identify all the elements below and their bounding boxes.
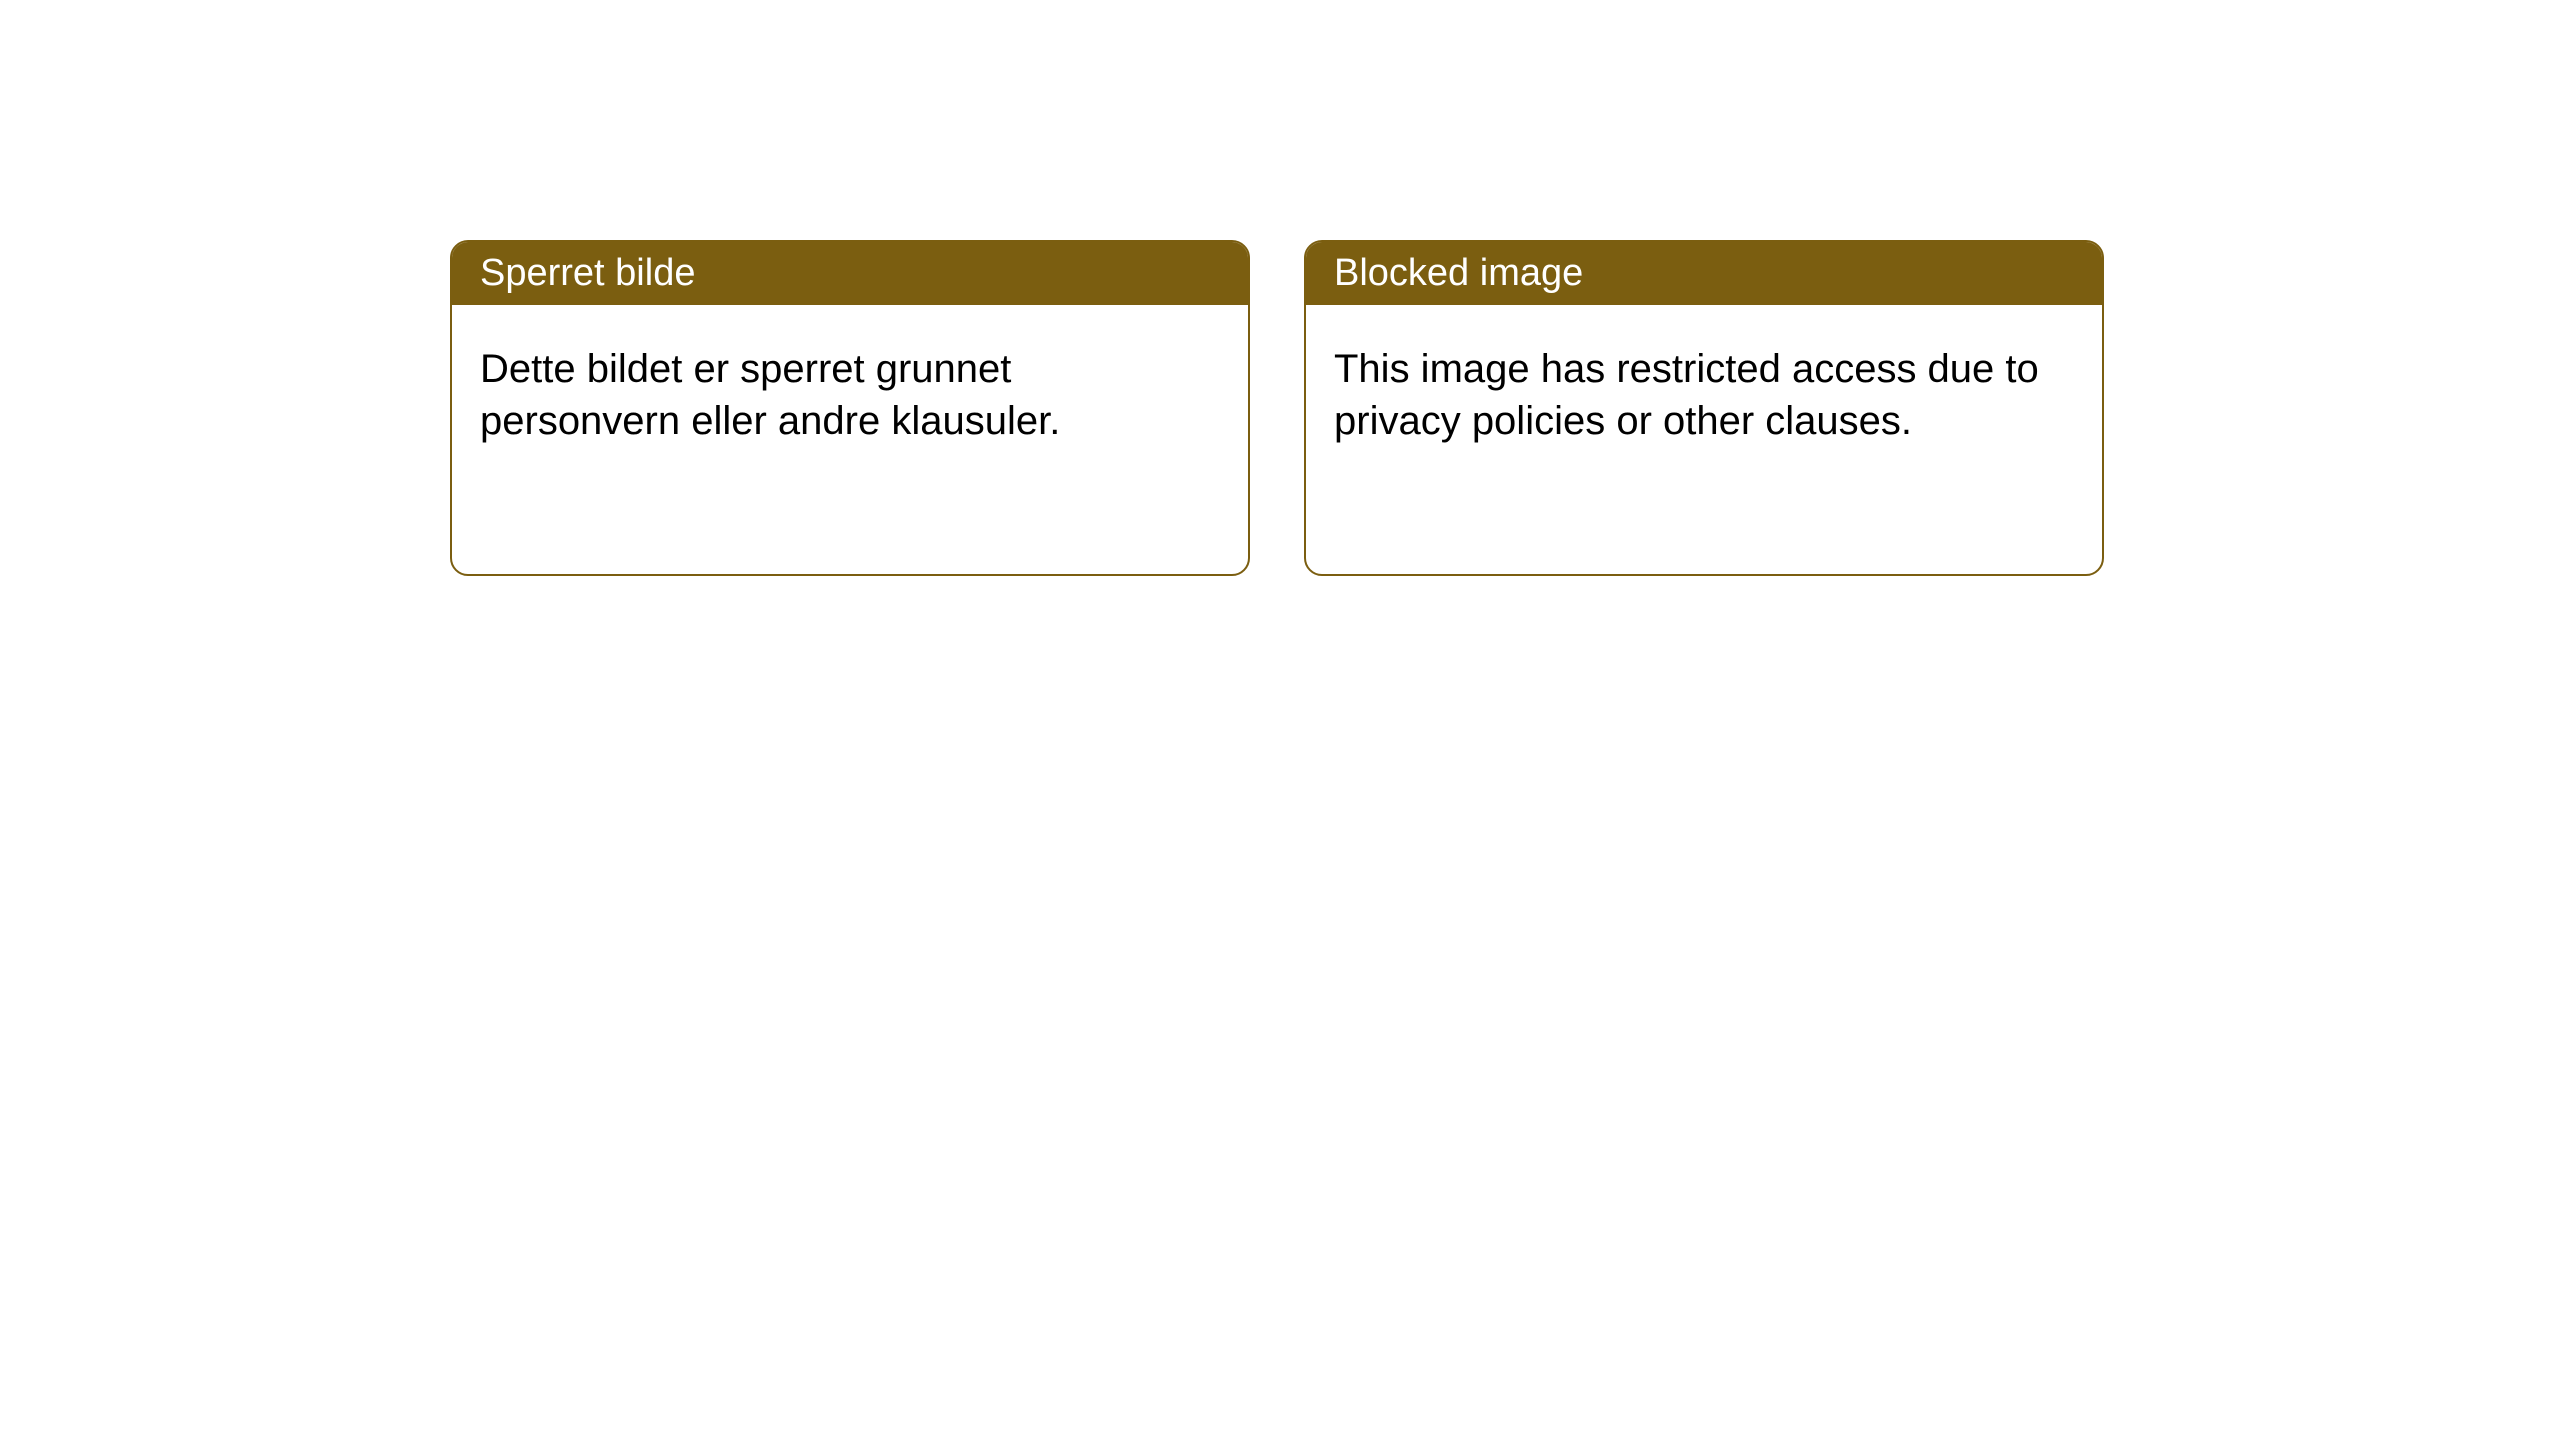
notice-header: Blocked image — [1306, 242, 2102, 305]
notice-body: This image has restricted access due to … — [1306, 305, 2102, 485]
notices-container: Sperret bilde Dette bildet er sperret gr… — [0, 0, 2560, 576]
notice-box-norwegian: Sperret bilde Dette bildet er sperret gr… — [450, 240, 1250, 576]
notice-box-english: Blocked image This image has restricted … — [1304, 240, 2104, 576]
notice-body: Dette bildet er sperret grunnet personve… — [452, 305, 1248, 485]
notice-header: Sperret bilde — [452, 242, 1248, 305]
